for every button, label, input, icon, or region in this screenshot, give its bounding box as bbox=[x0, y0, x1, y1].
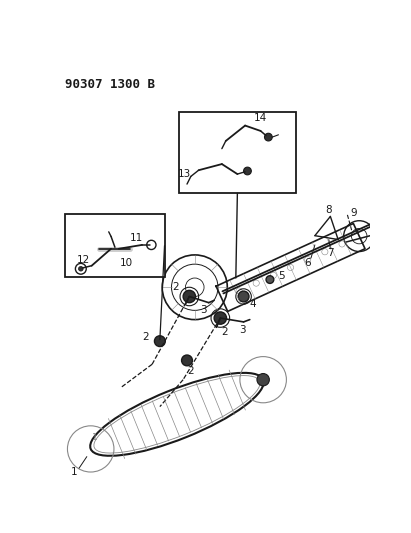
Text: 2: 2 bbox=[221, 327, 228, 337]
Circle shape bbox=[214, 312, 226, 324]
Circle shape bbox=[183, 290, 196, 303]
Circle shape bbox=[79, 266, 83, 271]
Text: 2: 2 bbox=[172, 282, 179, 292]
Text: 9: 9 bbox=[350, 207, 357, 217]
Text: 3: 3 bbox=[200, 305, 207, 316]
Text: 14: 14 bbox=[254, 113, 267, 123]
Text: 5: 5 bbox=[278, 271, 285, 281]
Circle shape bbox=[244, 167, 251, 175]
Text: 1: 1 bbox=[92, 433, 97, 442]
Bar bbox=[65, 214, 164, 277]
Circle shape bbox=[238, 291, 249, 302]
Circle shape bbox=[182, 355, 192, 366]
Text: 8: 8 bbox=[326, 205, 332, 215]
Text: 10: 10 bbox=[120, 257, 133, 268]
Text: 2: 2 bbox=[187, 366, 194, 376]
Text: 6: 6 bbox=[304, 257, 310, 268]
Text: 4: 4 bbox=[249, 299, 256, 309]
Circle shape bbox=[257, 374, 269, 386]
Text: 90307 1300 B: 90307 1300 B bbox=[65, 78, 155, 91]
Text: 1: 1 bbox=[70, 467, 77, 477]
Text: 7: 7 bbox=[327, 248, 334, 257]
Text: 13: 13 bbox=[178, 169, 191, 179]
Circle shape bbox=[265, 133, 272, 141]
Bar bbox=[179, 112, 296, 193]
Text: 12: 12 bbox=[77, 255, 90, 264]
Circle shape bbox=[266, 276, 274, 284]
Text: 3: 3 bbox=[239, 325, 245, 335]
Circle shape bbox=[155, 336, 165, 346]
Text: 2: 2 bbox=[143, 332, 149, 342]
Text: 11: 11 bbox=[130, 233, 143, 243]
